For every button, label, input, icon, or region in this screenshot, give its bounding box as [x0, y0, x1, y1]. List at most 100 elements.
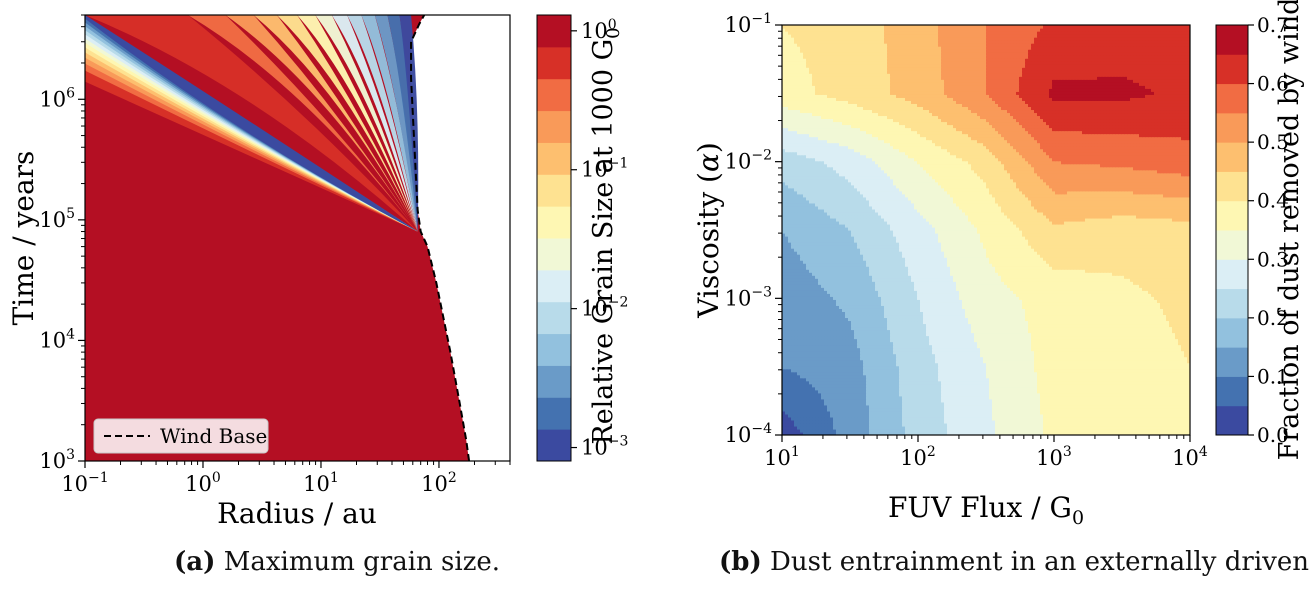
fraction-cell: [809, 425, 813, 430]
fraction-cell: [845, 422, 849, 427]
fraction-cell: [947, 386, 951, 391]
fraction-cell: [929, 401, 933, 406]
fraction-cell: [935, 431, 939, 435]
fraction-cell: [851, 416, 855, 421]
fraction-cell: [791, 395, 795, 400]
fraction-cell: [914, 407, 918, 412]
fraction-cell: [1004, 401, 1008, 406]
fraction-cell: [890, 404, 894, 409]
colorbar-a-tick-label: 100: [581, 17, 617, 43]
fraction-cell: [1100, 407, 1104, 412]
fraction-cell: [803, 428, 807, 433]
fraction-cell: [782, 422, 786, 427]
fraction-cell: [1166, 419, 1170, 424]
fraction-cell: [968, 389, 972, 394]
fraction-cell: [1010, 425, 1014, 430]
fraction-cell: [929, 389, 933, 394]
fraction-cell: [866, 401, 870, 406]
fraction-cell: [935, 425, 939, 430]
fraction-cell: [923, 428, 927, 433]
fraction-cell: [1007, 386, 1011, 391]
fraction-cell: [971, 386, 975, 391]
fraction-cell: [782, 425, 786, 430]
fraction-cell: [857, 398, 861, 403]
fraction-cell: [1034, 395, 1038, 400]
fraction-cell: [971, 413, 975, 418]
fraction-cell: [809, 419, 813, 424]
grain-size-field: [85, 15, 510, 461]
fraction-cell: [1031, 416, 1035, 421]
fraction-cell: [1010, 410, 1014, 415]
fraction-cell: [971, 428, 975, 433]
fraction-cell: [827, 407, 831, 412]
fraction-cell: [953, 422, 957, 427]
y-tick-label-a: 103: [39, 447, 75, 473]
fraction-cell: [1067, 428, 1071, 433]
fraction-cell: [1163, 431, 1167, 435]
fraction-cell: [794, 389, 798, 394]
fraction-cell: [1148, 425, 1152, 430]
fraction-cell: [839, 386, 843, 391]
fraction-cell: [1004, 404, 1008, 409]
fraction-cell: [893, 428, 897, 433]
fraction-cell: [1139, 407, 1143, 412]
fraction-cell: [911, 401, 915, 406]
fraction-cell: [1166, 413, 1170, 418]
fraction-cell: [992, 389, 996, 394]
fraction-cell: [1067, 401, 1071, 406]
fraction-cell: [1091, 425, 1095, 430]
fraction-cell: [1169, 407, 1173, 412]
fraction-cell: [914, 386, 918, 391]
fraction-cell: [848, 389, 852, 394]
fraction-cell: [1136, 428, 1140, 433]
fraction-cell: [845, 413, 849, 418]
fraction-cell: [827, 413, 831, 418]
fraction-cell: [1106, 404, 1110, 409]
fraction-cell: [953, 428, 957, 433]
fraction-cell: [1031, 413, 1035, 418]
fraction-cell: [887, 410, 891, 415]
fraction-cell: [1151, 401, 1155, 406]
fraction-cell: [863, 398, 867, 403]
fraction-cell: [914, 431, 918, 435]
fraction-cell: [1052, 410, 1056, 415]
fraction-cell: [935, 398, 939, 403]
fraction-cell: [1046, 410, 1050, 415]
fraction-cell: [1103, 428, 1107, 433]
fraction-cell: [929, 398, 933, 403]
fraction-cell: [917, 431, 921, 435]
fraction-cell: [1184, 392, 1188, 397]
fraction-cell: [1163, 407, 1167, 412]
fraction-cell: [1100, 431, 1104, 435]
fraction-cell: [812, 431, 816, 435]
fraction-cell: [977, 425, 981, 430]
fraction-cell: [1085, 425, 1089, 430]
fraction-cell: [1106, 431, 1110, 435]
fraction-cell: [1076, 431, 1080, 435]
fraction-cell: [1178, 395, 1182, 400]
fraction-cell: [1049, 392, 1053, 397]
fraction-cell: [881, 416, 885, 421]
fraction-cell: [920, 401, 924, 406]
fraction-cell: [818, 428, 822, 433]
fraction-cell: [1109, 395, 1113, 400]
fraction-cell: [1133, 407, 1137, 412]
fraction-cell: [1157, 428, 1161, 433]
fraction-cell: [1103, 425, 1107, 430]
fraction-cell: [1103, 422, 1107, 427]
fraction-cell: [1070, 422, 1074, 427]
fraction-cell: [869, 389, 873, 394]
fraction-cell: [1133, 428, 1137, 433]
fraction-cell: [905, 395, 909, 400]
fraction-cell: [830, 401, 834, 406]
fraction-cell: [959, 386, 963, 391]
fraction-cell: [1010, 413, 1014, 418]
fraction-cell: [803, 413, 807, 418]
fraction-cell: [890, 392, 894, 397]
fraction-cell: [788, 413, 792, 418]
fraction-cell: [1151, 389, 1155, 394]
fraction-cell: [1073, 413, 1077, 418]
fraction-cell: [854, 425, 858, 430]
fraction-cell: [1070, 431, 1074, 435]
fraction-cell: [986, 392, 990, 397]
